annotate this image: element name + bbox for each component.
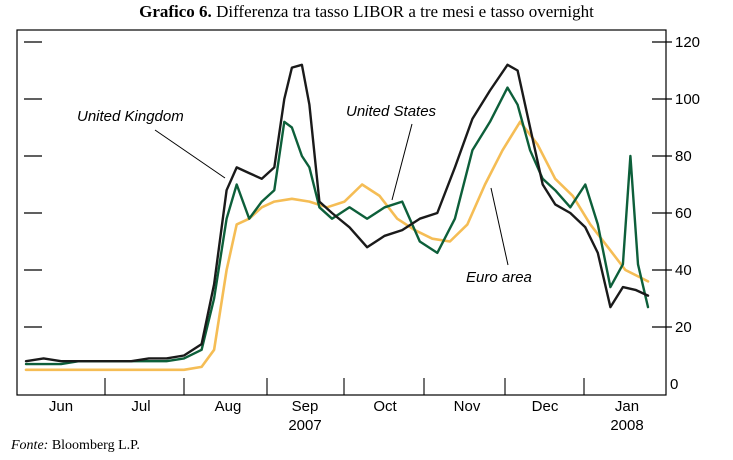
x-tick-label-nov: Nov: [454, 398, 481, 415]
series-line-united-states: [24, 86, 650, 366]
series-label-united-states: United States: [346, 103, 437, 120]
x-tick-label-jul: Jul: [131, 398, 150, 415]
y-tick-label-40: 40: [675, 262, 692, 279]
x-tick-label-jan: Jan: [615, 398, 639, 415]
annotation-leader-united-kingdom: [154, 129, 226, 179]
chart-title-number: Grafico 6.: [139, 2, 212, 21]
source-note: Fonte: Bloomberg L.P.: [11, 438, 140, 454]
series-line-euro-area: [24, 120, 650, 372]
x-tick-label-oct: Oct: [373, 398, 397, 415]
annotation-leader-united-states: [391, 123, 413, 201]
x-year-label-2007: 2007: [288, 417, 321, 434]
series-label-euro-area: Euro area: [466, 269, 532, 286]
chart-title-text: Differenza tra tasso LIBOR a tre mesi e …: [216, 2, 594, 21]
annotation-leader-euro-area: [490, 187, 509, 266]
source-value: Bloomberg L.P.: [51, 438, 140, 453]
chart-title: Grafico 6. Differenza tra tasso LIBOR a …: [0, 2, 733, 22]
y-tick-label-60: 60: [675, 205, 692, 222]
y-tick-label-0: 0: [670, 376, 678, 393]
x-tick-label-dec: Dec: [532, 398, 559, 415]
x-tick-label-jun: Jun: [49, 398, 73, 415]
x-tick-label-aug: Aug: [215, 398, 242, 415]
y-tick-label-20: 20: [675, 319, 692, 336]
y-tick-label-80: 80: [675, 148, 692, 165]
series-line-united-kingdom: [24, 63, 650, 363]
y-tick-label-100: 100: [675, 91, 700, 108]
source-label: Fonte:: [11, 438, 49, 453]
series-label-united-kingdom: United Kingdom: [77, 108, 184, 125]
y-tick-label-120: 120: [675, 34, 700, 51]
x-tick-label-sep: Sep: [292, 398, 319, 415]
x-year-label-2008: 2008: [610, 417, 643, 434]
